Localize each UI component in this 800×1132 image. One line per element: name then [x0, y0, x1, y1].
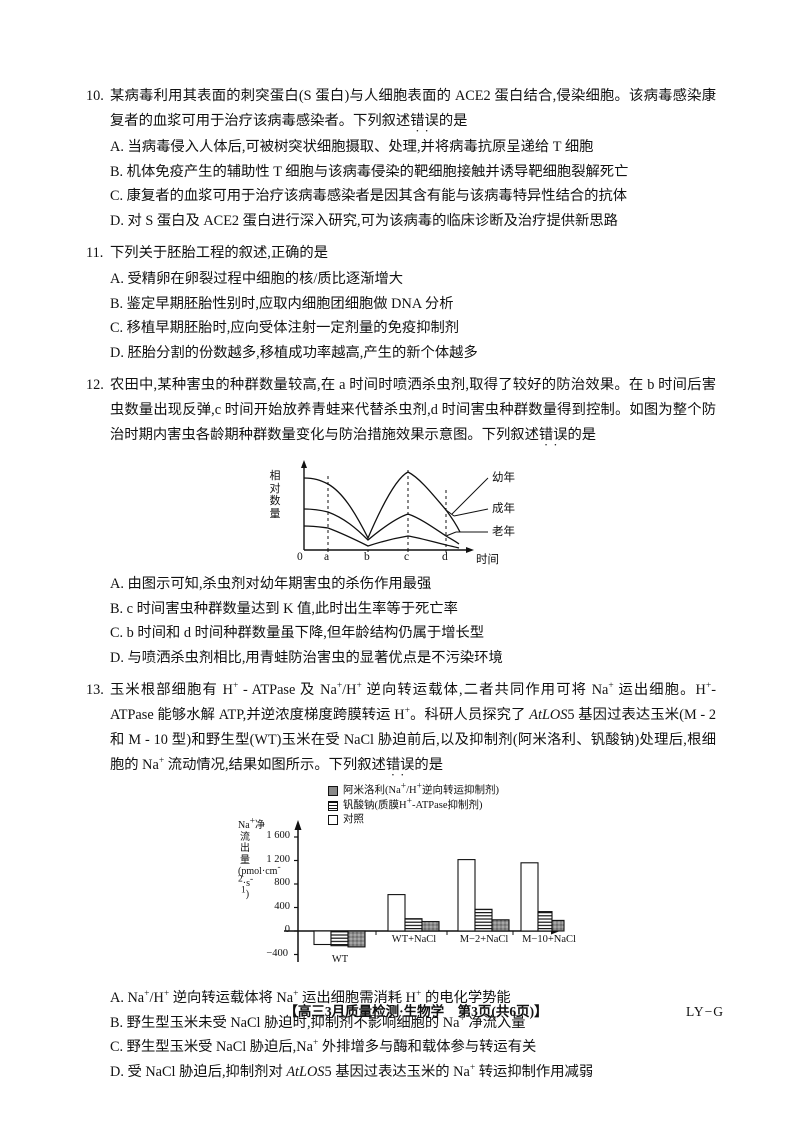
fig12-x-axis-label: 时间	[476, 554, 499, 566]
fig12-xtick-b: b	[364, 551, 370, 563]
fig12-y-axis-label: 相对数量	[269, 470, 281, 520]
question-12: 12. 农田中,某种害虫的种群数量较高,在 a 时间时喷洒杀虫剂,取得了较好的防…	[86, 373, 716, 670]
fig13-ytick-400: 400	[274, 900, 290, 912]
legend-label-vanadate: 钒酸钠(质膜H+-ATPase抑制剂)	[343, 796, 483, 811]
fig12-xtick-a: a	[324, 551, 330, 563]
legend-swatch-open-icon	[328, 815, 338, 826]
option-b[interactable]: B. 野生型玉米未受 NaCl 胁迫时,抑制剂不影响细胞的 Na+ 净流入量	[110, 1013, 526, 1031]
q13-stem-pre: 玉米根部细胞有 H+ - ATPase 及 Na+/H+ 逆向转运载体,二者共同…	[110, 681, 716, 773]
option-a[interactable]: A. 当病毒侵入人体后,可被树突状细胞摄取、处理,并将病毒抗原呈递给 T 细胞	[110, 139, 594, 155]
question-11-options: A. 受精卵在卵裂过程中细胞的核/质比逐渐增大 B. 鉴定早期胚胎性别时,应取内…	[110, 267, 716, 365]
fig12-label-young: 幼年	[492, 472, 515, 484]
q10-stem-post: 的是	[438, 113, 468, 129]
question-11-stem: 下列关于胚胎工程的叙述,正确的是	[110, 245, 329, 261]
legend-swatch-solid-icon	[328, 786, 338, 797]
fig13-xtick-wt-nacl: WT+NaCl	[391, 934, 437, 945]
q13-stem-post: 的是	[414, 757, 443, 773]
fig12-label-old: 老年	[492, 526, 515, 538]
footer-center-text: 【高三3月质量检测·生物学 第3页(共6页)】	[284, 1004, 548, 1019]
page-footer: 【高三3月质量检测·生物学 第3页(共6页)】 LY−G	[86, 1000, 724, 1020]
option-d[interactable]: D. 受 NaCl 胁迫后,抑制剂对 AtLOS5 基因过表达玉米的 Na+ 转…	[110, 1062, 594, 1080]
option-b[interactable]: B. c 时间害虫种群数量达到 K 值,此时出生率等于死亡率	[110, 600, 458, 617]
fig13-plot	[284, 820, 565, 962]
q10-stem-pre: 某病毒利用其表面的刺突蛋白(S 蛋白)与人细胞表面的 ACE2 蛋白结合,侵染细…	[110, 88, 716, 129]
option-a[interactable]: A. 受精卵在卵裂过程中细胞的核/质比逐渐增大	[110, 271, 404, 287]
option-b[interactable]: B. 机体免疫产生的辅助性 T 细胞与该病毒侵染的靶细胞接触并诱导靶细胞裂解死亡	[110, 163, 629, 180]
question-12-stem: 农田中,某种害虫的种群数量较高,在 a 时间时喷洒杀虫剂,取得了较好的防治效果。…	[110, 373, 716, 448]
question-13: 13. 玉米根部细胞有 H+ - ATPase 及 Na+/H+ 逆向转运载体,…	[86, 678, 716, 1084]
question-13-stem: 玉米根部细胞有 H+ - ATPase 及 Na+/H+ 逆向转运载体,二者共同…	[110, 678, 716, 778]
figure-na-efflux-barchart: 阿米洛利(Na+/H+逆向转运抑制剂) 钒酸钠(质膜H+-ATPase抑制剂) …	[236, 781, 576, 984]
figure-age-structure-chart: 相对数量	[256, 452, 556, 570]
question-12-number: 12.	[86, 377, 104, 393]
question-12-options: A. 由图示可知,杀虫剂对幼年期害虫的杀伤作用最强 B. c 时间害虫种群数量达…	[110, 572, 716, 670]
legend-item-amiloride: 阿米洛利(Na+/H+逆向转运抑制剂)	[328, 781, 499, 799]
fig12-plot	[301, 460, 489, 553]
question-13-options: A. Na+/H+ 逆向转运载体将 Na+ 运出细胞需消耗 H+ 的电化学势能 …	[110, 986, 716, 1084]
option-c[interactable]: C. 康复者的血浆可用于治疗该病毒感染者是因其含有能与该病毒特异性结合的抗体	[110, 188, 628, 204]
legend-item-control: 对照	[328, 813, 499, 828]
option-c[interactable]: C. 移植早期胚胎时,应向受体注射一定剂量的免疫抑制剂	[110, 320, 460, 336]
fig13-ytick-1600: 1 600	[266, 830, 290, 841]
question-13-number: 13.	[86, 682, 104, 698]
question-10-number: 10.	[86, 88, 104, 104]
option-a[interactable]: A. 由图示可知,杀虫剂对幼年期害虫的杀伤作用最强	[110, 576, 432, 592]
fig13-xtick-m10-nacl: M−10+NaCl	[522, 934, 576, 945]
option-d[interactable]: D. 对 S 蛋白及 ACE2 蛋白进行深入研究,可为该病毒的临床诊断及治疗提供…	[110, 212, 618, 229]
fig12-xtick-c: c	[404, 551, 410, 563]
legend-swatch-hatched-icon	[328, 800, 338, 811]
question-10-options: A. 当病毒侵入人体后,可被树突状细胞摄取、处理,并将病毒抗原呈递给 T 细胞 …	[110, 135, 716, 233]
fig13-xtick-m2-nacl: M−2+NaCl	[459, 934, 509, 945]
footer-paper-code: LY−G	[685, 1004, 724, 1019]
question-11-number: 11.	[86, 245, 104, 261]
legend-label-control: 对照	[343, 814, 364, 825]
legend-label-amiloride: 阿米洛利(Na+/H+逆向转运抑制剂)	[343, 781, 499, 796]
fig12-xtick-d: d	[442, 551, 448, 563]
q12-stem-emphasis: 错误	[539, 423, 568, 448]
fig13-ytick-neg400: −400	[266, 947, 288, 959]
legend-item-vanadate: 钒酸钠(质膜H+-ATPase抑制剂)	[328, 796, 499, 814]
option-c[interactable]: C. 野生型玉米受 NaCl 胁迫后,Na+ 外排增多与酶和载体参与转运有关	[110, 1038, 537, 1055]
question-11: 11. 下列关于胚胎工程的叙述,正确的是 A. 受精卵在卵裂过程中细胞的核/质比…	[86, 241, 716, 365]
page-content: 10. 某病毒利用其表面的刺突蛋白(S 蛋白)与人细胞表面的 ACE2 蛋白结合…	[86, 84, 716, 1092]
q12-stem-pre: 农田中,某种害虫的种群数量较高,在 a 时间时喷洒杀虫剂,取得了较好的防治效果。…	[110, 377, 716, 443]
fig13-ytick-1200: 1 200	[266, 853, 290, 865]
fig12-label-adult: 成年	[492, 503, 515, 515]
fig13-ytick-800: 800	[274, 877, 290, 888]
q10-stem-emphasis: 错误	[410, 109, 439, 134]
fig13-ytick-0: 0	[284, 924, 290, 935]
fig12-xtick-0: 0	[297, 551, 303, 563]
option-b[interactable]: B. 鉴定早期胚胎性别时,应取内细胞团细胞做 DNA 分析	[110, 295, 454, 312]
fig13-xtick-wt: WT	[331, 954, 349, 965]
option-d[interactable]: D. 胚胎分割的份数越多,移植成功率越高,产生的新个体越多	[110, 344, 478, 361]
option-d[interactable]: D. 与喷洒杀虫剂相比,用青蛙防治害虫的显著优点是不污染环境	[110, 649, 503, 666]
q12-stem-post: 的是	[567, 427, 597, 443]
option-c[interactable]: C. b 时间和 d 时间种群数量虽下降,但年龄结构仍属于增长型	[110, 625, 485, 641]
option-a[interactable]: A. Na+/H+ 逆向转运载体将 Na+ 运出细胞需消耗 H+ 的电化学势能	[110, 989, 511, 1006]
question-10-stem: 某病毒利用其表面的刺突蛋白(S 蛋白)与人细胞表面的 ACE2 蛋白结合,侵染细…	[110, 84, 716, 134]
fig13-legend: 阿米洛利(Na+/H+逆向转运抑制剂) 钒酸钠(质膜H+-ATPase抑制剂) …	[328, 781, 499, 828]
q13-stem-emphasis: 错误	[386, 753, 415, 778]
question-10: 10. 某病毒利用其表面的刺突蛋白(S 蛋白)与人细胞表面的 ACE2 蛋白结合…	[86, 84, 716, 233]
